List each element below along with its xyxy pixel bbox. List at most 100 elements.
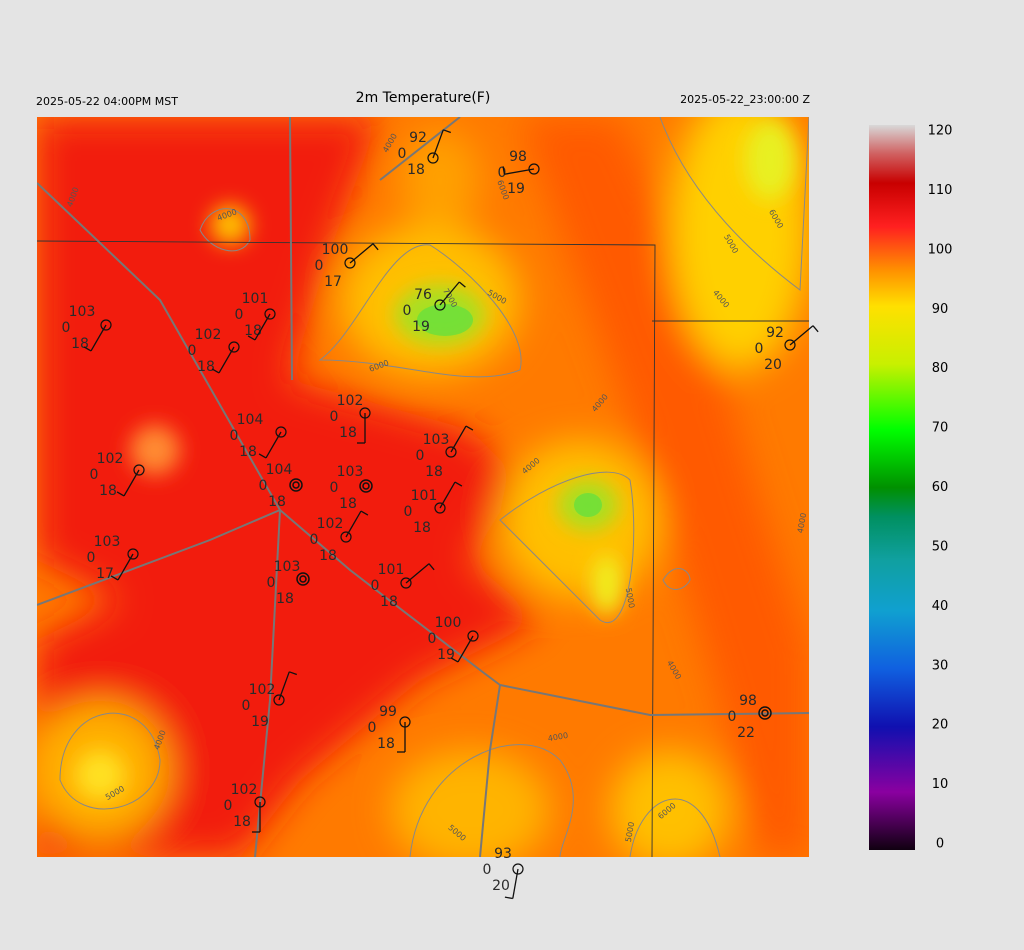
- station-dewpoint: 18: [339, 425, 357, 441]
- wind-barb-flag: [360, 510, 369, 516]
- valid-utc: 2025-05-22_23:00:00 Z: [680, 93, 810, 106]
- station-dewpoint: 18: [339, 496, 357, 512]
- contour-label: 5000: [624, 821, 636, 843]
- colorbar-tick-label: 0: [936, 837, 944, 852]
- wind-barb-flag: [443, 129, 452, 134]
- wind-barb-flag: [110, 575, 119, 581]
- colorbar-tick-label: 40: [932, 599, 949, 614]
- station-dewpoint: 18: [244, 323, 262, 339]
- wind-barb-flag: [450, 657, 459, 663]
- station-temperature: 101: [242, 291, 269, 307]
- station-visibility: 0: [398, 146, 407, 162]
- station-dewpoint: 18: [197, 359, 215, 375]
- station-temperature: 76: [414, 287, 432, 303]
- colorbar-tick-label: 70: [932, 421, 949, 436]
- wind-barb-flag: [211, 368, 220, 374]
- station-circle: [400, 577, 412, 589]
- station-temperature: 102: [317, 516, 344, 532]
- station-temperature: 92: [409, 130, 427, 146]
- station-temperature: 102: [195, 327, 222, 343]
- station-temperature: 103: [94, 534, 121, 550]
- station-dewpoint: 18: [413, 520, 431, 536]
- station-temperature: 92: [766, 325, 784, 341]
- colorbar-tick-label: 10: [932, 777, 949, 792]
- station-temperature: 100: [435, 615, 462, 631]
- station-dewpoint: 19: [507, 181, 525, 197]
- station-temperature: 102: [337, 393, 364, 409]
- station-visibility: 0: [62, 320, 71, 336]
- station-circle: [784, 339, 796, 351]
- station-circle: [427, 152, 439, 164]
- station-circle: [434, 299, 446, 311]
- wind-barb-flag: [258, 453, 267, 459]
- station-temperature: 103: [423, 432, 450, 448]
- station-circle: [228, 341, 240, 353]
- station-visibility: 0: [87, 550, 96, 566]
- station-visibility: 0: [310, 532, 319, 548]
- station-dewpoint: 22: [737, 725, 755, 741]
- station-circle: [275, 426, 287, 438]
- station-calm-outer: [289, 478, 303, 492]
- station-dewpoint: 17: [324, 274, 342, 290]
- wind-barb-flag: [504, 896, 513, 900]
- contour-label: 4000: [796, 512, 808, 534]
- station-dewpoint: 19: [251, 714, 269, 730]
- station-visibility: 0: [371, 578, 380, 594]
- colorbar-tick-label: 110: [928, 183, 953, 198]
- station-visibility: 0: [330, 480, 339, 496]
- station-circle: [340, 531, 352, 543]
- station-circle: [100, 319, 112, 331]
- station-visibility: 0: [224, 798, 233, 814]
- station-temperature: 103: [69, 304, 96, 320]
- title: 2m Temperature(F): [356, 90, 491, 106]
- station-visibility: 0: [755, 341, 764, 357]
- station-calm-inner: [299, 575, 307, 583]
- wind-barb-flag: [83, 346, 92, 352]
- station-calm-inner: [292, 481, 300, 489]
- station-temperature: 104: [237, 412, 264, 428]
- station-dewpoint: 18: [239, 444, 257, 460]
- station-visibility: 0: [267, 575, 276, 591]
- wind-barb-flag: [289, 671, 298, 676]
- station-visibility: 0: [404, 504, 413, 520]
- map: 4000400040005000700060004000400060005000…: [37, 117, 809, 857]
- station-circle: [359, 407, 371, 419]
- station-visibility: 0: [483, 862, 492, 878]
- station-dewpoint: 18: [71, 336, 89, 352]
- station-circle: [528, 163, 540, 175]
- colorbar-tick-label: 90: [932, 302, 949, 317]
- station-dewpoint: 18: [407, 162, 425, 178]
- station-dewpoint: 18: [380, 594, 398, 610]
- wind-barb-flag: [454, 481, 463, 487]
- station-circle: [512, 863, 524, 875]
- station-circle: [445, 446, 457, 458]
- station-temperature: 99: [379, 704, 397, 720]
- station-temperature: 102: [249, 682, 276, 698]
- station-visibility: 0: [188, 343, 197, 359]
- station-visibility: 0: [728, 709, 737, 725]
- station-calm-outer: [359, 479, 373, 493]
- station-temperature: 101: [411, 488, 438, 504]
- wind-barb-flag: [502, 166, 506, 175]
- station-circle: [127, 548, 139, 560]
- station-dewpoint: 18: [276, 591, 294, 607]
- station-temperature: 104: [266, 462, 293, 478]
- station-dewpoint: 18: [233, 814, 251, 830]
- station-dewpoint: 18: [268, 494, 286, 510]
- colorbar-tick-label: 60: [932, 480, 949, 495]
